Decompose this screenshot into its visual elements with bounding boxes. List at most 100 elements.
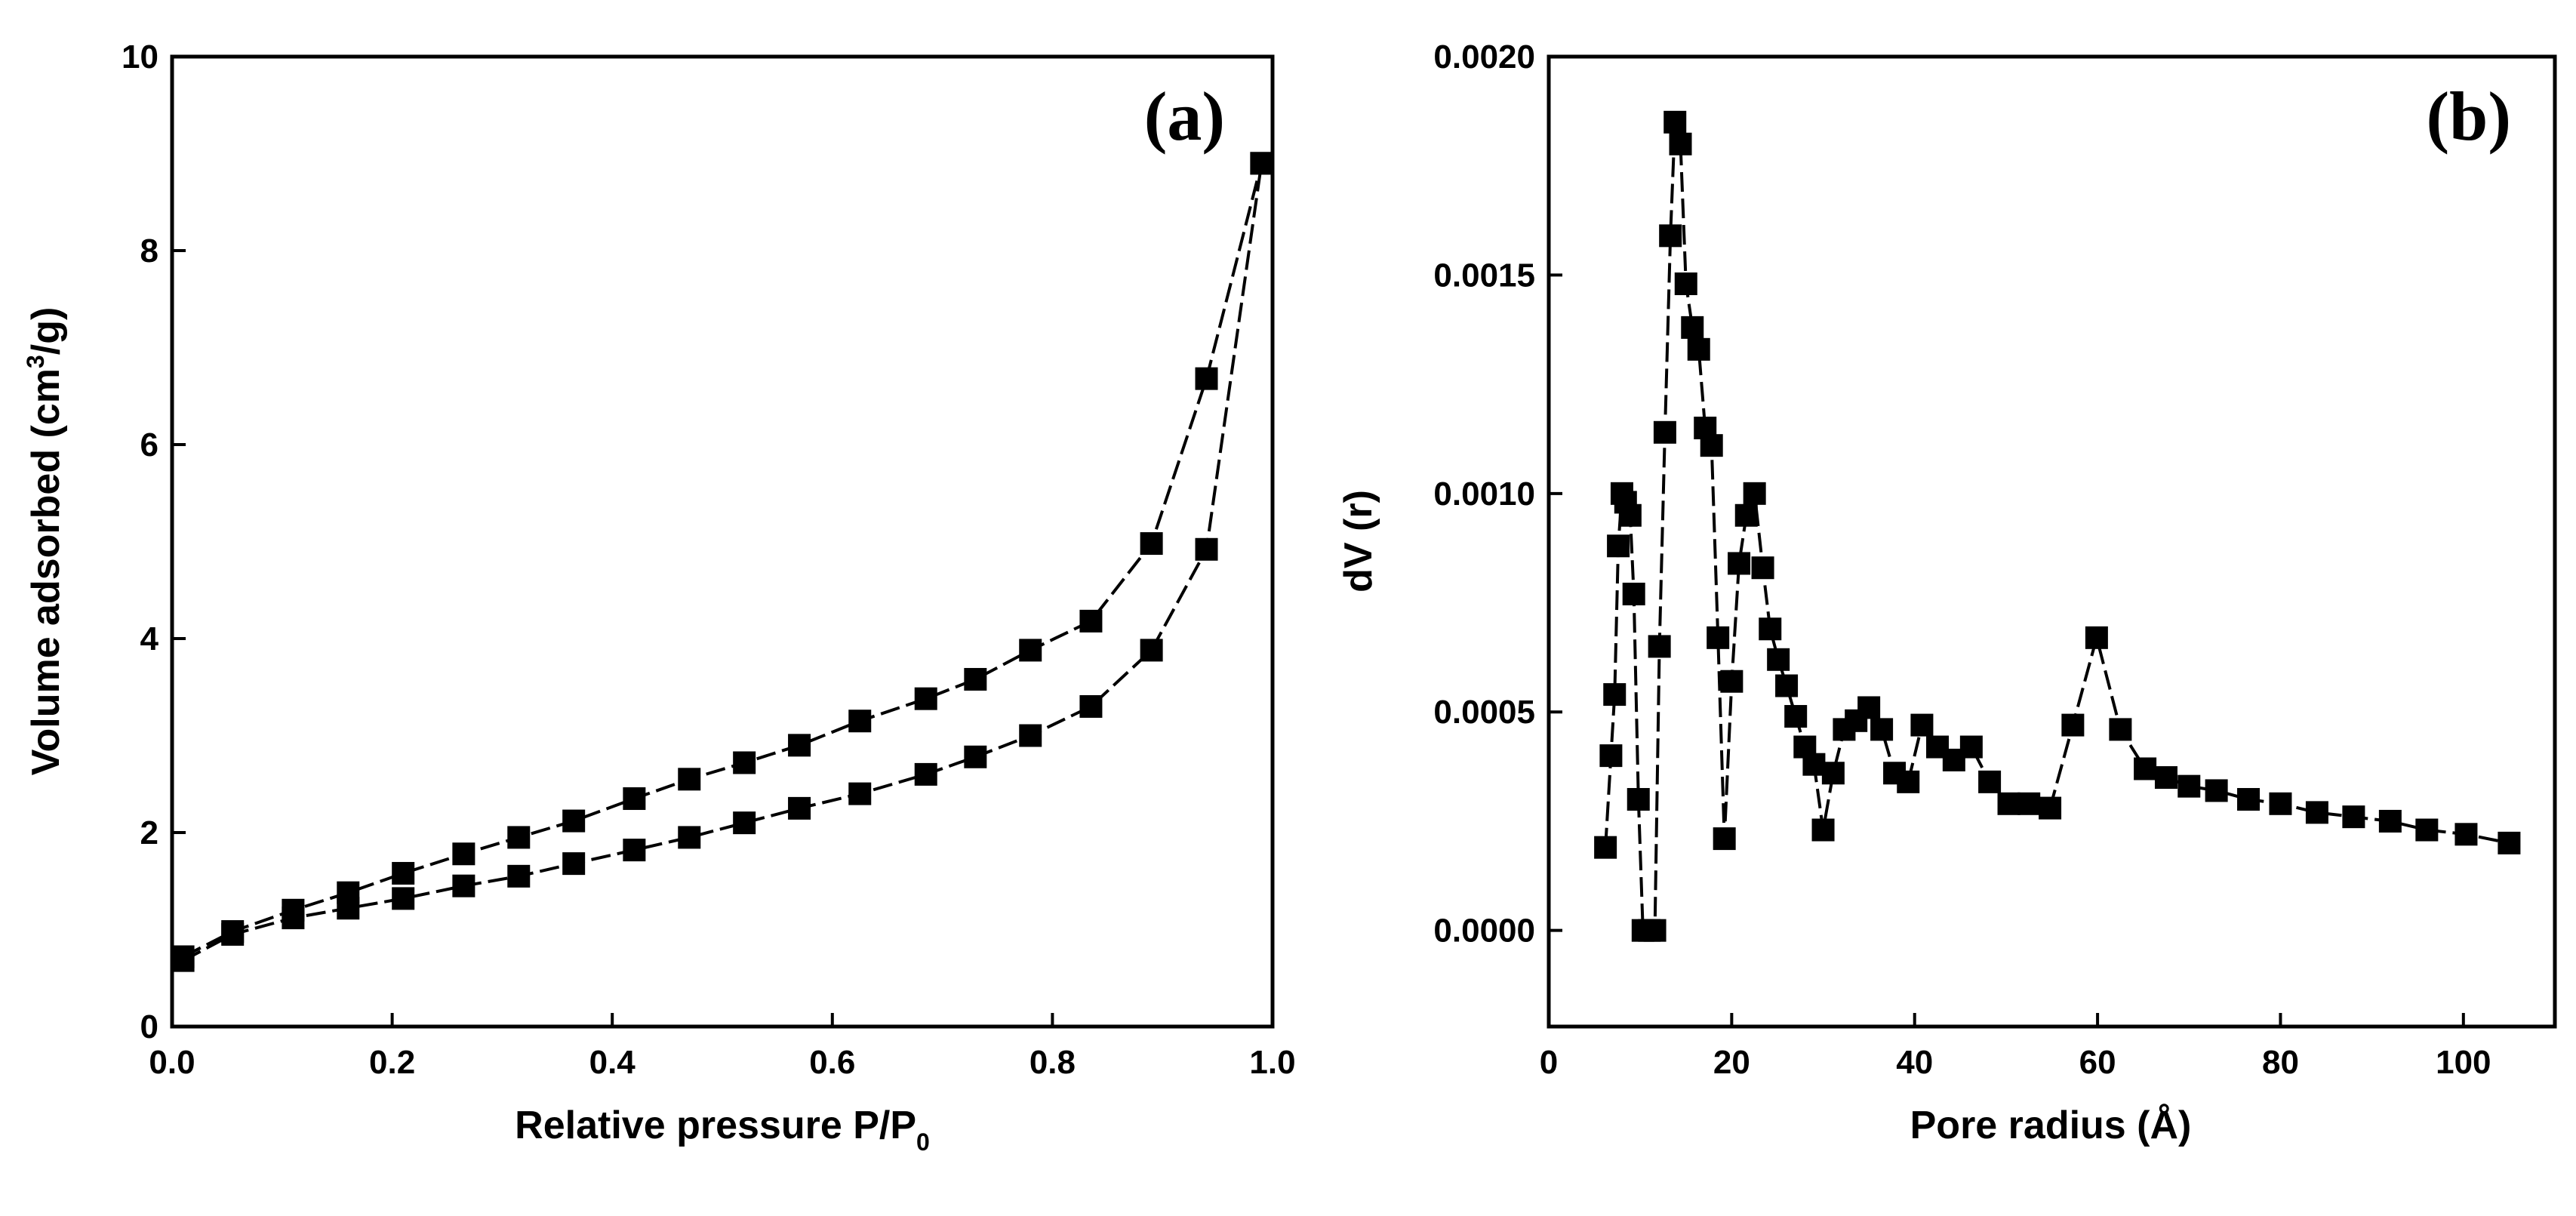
panel-a-series-1-point xyxy=(914,762,937,786)
panel-b-pore-distribution: 0 20 40 60 80 100 0.00000.00050.00100.00150.0… xyxy=(1337,38,2557,1147)
panel-a-series-2-point xyxy=(452,842,475,866)
panel-a-series-1-point xyxy=(678,826,701,849)
panel-a-series-2-point xyxy=(788,734,811,757)
panel-b-series-1-point xyxy=(1707,626,1730,649)
panel-b-y-tick-label: 0.0010 xyxy=(1433,476,1535,513)
panel-b-series-1-point xyxy=(1720,670,1743,693)
panel-a-series xyxy=(171,152,1273,972)
panel-b-y-ticks: 0.0000 0.0005 0.0010 0.0015 0.0020 xyxy=(1433,38,1562,950)
panel-a-series-1-point xyxy=(1140,639,1163,662)
panel-a-series-1-point xyxy=(1019,724,1042,747)
panel-b-tag: (b) xyxy=(2427,78,2511,155)
panel-a-x-tick-label: 0.8 xyxy=(1029,1044,1076,1081)
panel-b-series xyxy=(1594,110,2521,942)
panel-b-series-1-point xyxy=(1622,582,1645,605)
panel-b-series-1-point xyxy=(1775,674,1799,697)
panel-b-x-tick-label: 60 xyxy=(2079,1044,2116,1081)
panel-a-series-2-point xyxy=(562,809,586,833)
panel-a-series-2-point xyxy=(964,667,987,691)
panel-b-series-1-point xyxy=(1857,696,1881,719)
panel-b-series-1-point xyxy=(2017,792,2041,815)
panel-a-tag: (a) xyxy=(1144,78,1225,155)
panel-b-series-1-point xyxy=(1997,792,2020,815)
panel-b-series-1-point xyxy=(2085,626,2108,649)
panel-a-y-tick-label: 4 xyxy=(140,620,159,657)
panel-b-x-axis-title: Pore radius (Å) xyxy=(1910,1104,2192,1147)
panel-b-series-1-point xyxy=(1767,648,1790,671)
panel-a-y-tick-label: 10 xyxy=(122,38,158,75)
panel-a-series-2-point xyxy=(171,945,195,968)
panel-b-series-1-point xyxy=(1751,556,1774,580)
panel-a-y-tick-label: 8 xyxy=(140,232,158,269)
panel-a-y-axis-title-suffix: /g) xyxy=(24,307,68,356)
panel-a-series-2-point xyxy=(914,687,937,710)
panel-a-x-axis-title-subscript: 0 xyxy=(916,1128,930,1156)
panel-b-series-1-point xyxy=(2305,801,2328,824)
panel-b-y-tick-label: 0.0005 xyxy=(1433,694,1535,731)
panel-a-x-tick-label: 0.4 xyxy=(589,1044,636,1081)
panel-b-x-tick-label: 100 xyxy=(2436,1044,2491,1081)
panel-a-x-ticks: 0.0 0.2 0.4 0.6 0.8 1.0 xyxy=(149,1013,1296,1081)
panel-a-series-1-point xyxy=(788,796,811,820)
panel-a-series-2-point xyxy=(1079,609,1103,633)
panel-a-y-axis-title-main: Volume adsorbed (cm xyxy=(24,368,68,775)
panel-b-x-tick-label: 80 xyxy=(2262,1044,2299,1081)
panel-b-series-1-point xyxy=(1687,337,1710,361)
panel-a-x-tick-label: 0.2 xyxy=(369,1044,415,1081)
panel-b-series-1-point xyxy=(1674,272,1697,295)
panel-a-series-2-point xyxy=(392,861,415,885)
panel-a-y-ticks: 0 2 4 6 8 10 xyxy=(122,38,186,1045)
panel-b-series-1-point xyxy=(1648,635,1671,658)
panel-a-series-2-point xyxy=(1195,367,1218,390)
panel-b-series-1-point xyxy=(1784,705,1808,728)
panel-b-x-tick-label: 0 xyxy=(1540,1044,1558,1081)
panel-a-x-tick-label: 1.0 xyxy=(1249,1044,1295,1081)
panel-a-isotherm: 0.0 0.2 0.4 0.6 0.8 1.0 0 2 4 6 8 10 (a) Relative … xyxy=(22,38,1296,1156)
panel-a-series-1-point xyxy=(623,839,646,862)
panel-a-series-2-point xyxy=(733,751,756,774)
panel-b-series-1-point xyxy=(1728,552,1751,575)
panel-b-series-1-point xyxy=(2134,757,2157,780)
panel-b-series-1-point xyxy=(2039,796,2062,820)
panel-a-x-axis-title-main: Relative pressure P/P xyxy=(515,1104,916,1147)
panel-a-series-1-point xyxy=(507,864,531,888)
panel-a-series-2-point xyxy=(1019,639,1042,662)
panel-b-series-1-point xyxy=(1759,617,1782,641)
panel-b-series-1-point xyxy=(1802,753,1826,776)
panel-b-series-1-point xyxy=(1821,762,1845,785)
panel-b-series-1-point xyxy=(2342,805,2365,829)
panel-b-series-1-point xyxy=(1669,132,1692,155)
panel-b-series-1-point xyxy=(2177,774,2201,798)
panel-b-series-1-point xyxy=(1627,788,1650,811)
panel-b-series-1-point xyxy=(1910,713,1934,737)
panel-a-series-2-point xyxy=(1140,532,1163,556)
panel-a-series-2-point xyxy=(678,768,701,791)
panel-b-series-1-point xyxy=(1659,224,1682,248)
panel-a-x-tick-label: 0.6 xyxy=(809,1044,855,1081)
panel-a-series-2-point xyxy=(282,898,305,922)
panel-b-series-1-point xyxy=(1607,534,1630,558)
panel-a-series-1-point xyxy=(562,852,586,876)
panel-a-y-axis-title-superscript: 3 xyxy=(22,355,49,368)
panel-b-series-1-point xyxy=(1870,718,1894,741)
panel-b-series-1-point xyxy=(2205,779,2228,802)
panel-a-series-2-point xyxy=(337,881,360,904)
panel-a-series-1-point xyxy=(848,782,872,805)
panel-b-series-1-point xyxy=(1681,316,1704,339)
panel-a-series-1-point xyxy=(733,811,756,835)
panel-b-x-tick-label: 40 xyxy=(1896,1044,1933,1081)
panel-b-series-1-point xyxy=(2498,831,2521,854)
panel-a-y-axis-title: Volume adsorbed (cm3/g) xyxy=(22,307,68,776)
panel-b-x-ticks: 0 20 40 60 80 100 xyxy=(1540,1013,2491,1081)
panel-a-series-1-point xyxy=(392,887,415,910)
panel-b-series-1-point xyxy=(1653,420,1676,444)
panel-b-series-1-point xyxy=(1603,683,1627,707)
panel-b-series-1-point xyxy=(1811,818,1835,842)
panel-a-series-1-point xyxy=(1195,537,1218,561)
panel-b-series-1-point xyxy=(2454,823,2478,846)
panel-b-series-1-point xyxy=(2061,713,2085,737)
panel-a-series-2-point xyxy=(221,920,245,944)
panel-b-series-1-point xyxy=(1734,503,1758,527)
